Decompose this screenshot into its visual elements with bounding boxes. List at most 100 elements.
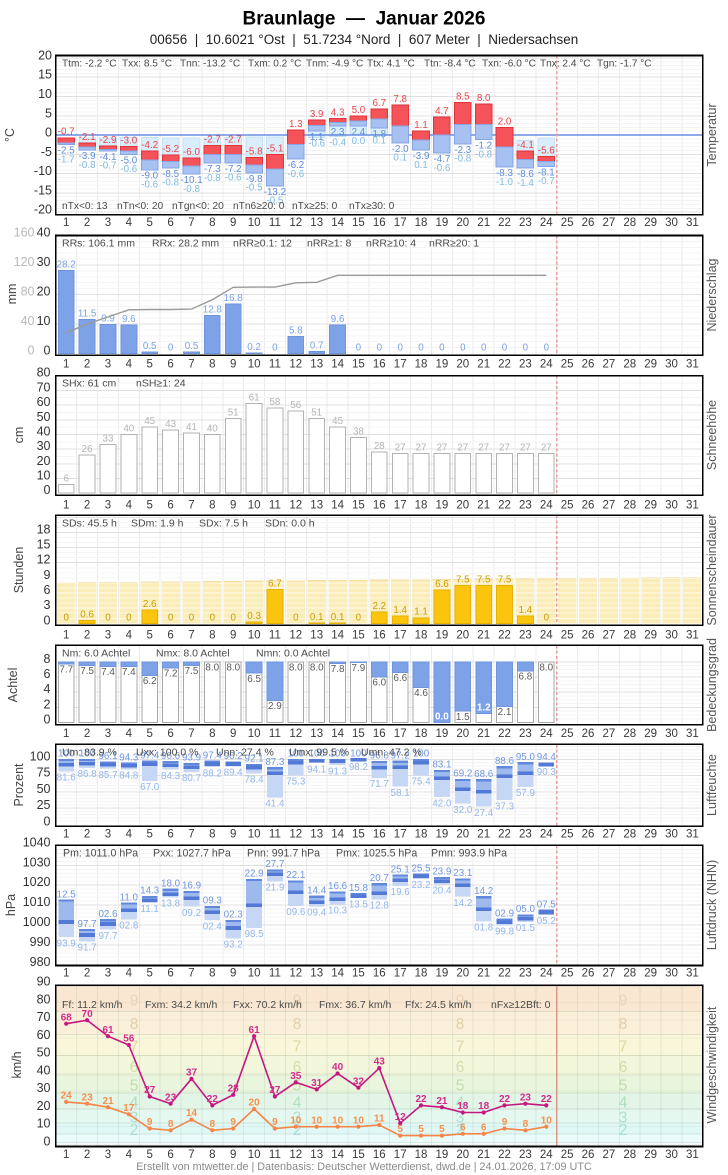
svg-text:20: 20 — [37, 454, 51, 468]
svg-text:100: 100 — [309, 749, 326, 760]
svg-text:0: 0 — [105, 612, 111, 623]
svg-text:70: 70 — [82, 1009, 94, 1020]
svg-text:58.1: 58.1 — [391, 788, 410, 799]
svg-text:15: 15 — [352, 968, 365, 980]
svg-text:6.6: 6.6 — [435, 579, 449, 590]
svg-text:9: 9 — [230, 1117, 236, 1128]
svg-text:Txn: -6.0 °C: Txn: -6.0 °C — [482, 59, 536, 70]
svg-text:18: 18 — [457, 1101, 469, 1112]
svg-text:15: 15 — [352, 500, 365, 512]
svg-text:0: 0 — [168, 612, 174, 623]
svg-text:02.4: 02.4 — [203, 921, 223, 932]
svg-text:29: 29 — [644, 500, 657, 512]
svg-text:8.5: 8.5 — [456, 91, 470, 102]
svg-text:96.8: 96.8 — [370, 751, 390, 762]
svg-text:16.9: 16.9 — [182, 881, 201, 892]
svg-text:5: 5 — [146, 500, 152, 512]
svg-text:11: 11 — [269, 728, 281, 740]
svg-text:21: 21 — [477, 968, 490, 980]
svg-text:43: 43 — [165, 419, 176, 430]
svg-text:Stunden: Stunden — [12, 547, 26, 594]
svg-text:Unn: 27.4 %: Unn: 27.4 % — [216, 747, 274, 759]
svg-text:31: 31 — [686, 359, 699, 371]
svg-text:12: 12 — [289, 829, 302, 841]
svg-text:25: 25 — [561, 217, 574, 229]
svg-text:31: 31 — [686, 500, 699, 512]
svg-text:0.1: 0.1 — [372, 136, 386, 147]
svg-text:12: 12 — [289, 359, 302, 371]
svg-text:6.6: 6.6 — [393, 673, 407, 684]
svg-text:10: 10 — [37, 1117, 51, 1131]
svg-text:24: 24 — [540, 630, 553, 642]
svg-text:28: 28 — [623, 500, 636, 512]
svg-text:26: 26 — [582, 359, 595, 371]
svg-text:0.2: 0.2 — [247, 342, 261, 353]
svg-text:Prozent: Prozent — [12, 763, 26, 807]
svg-text:nSH≥1: 24: nSH≥1: 24 — [136, 378, 186, 390]
svg-text:1.1: 1.1 — [310, 132, 324, 143]
svg-text:9: 9 — [230, 1149, 236, 1161]
svg-text:5: 5 — [45, 106, 52, 120]
svg-text:20: 20 — [249, 1098, 261, 1109]
svg-text:5.8: 5.8 — [289, 325, 303, 336]
svg-text:31: 31 — [311, 1078, 323, 1089]
svg-text:RRs: 106.1 mm: RRs: 106.1 mm — [62, 238, 135, 250]
svg-text:Txx: 8.5 °C: Txx: 8.5 °C — [122, 59, 172, 70]
svg-text:22: 22 — [415, 1094, 427, 1105]
svg-text:12: 12 — [395, 1112, 407, 1123]
svg-text:7: 7 — [188, 217, 194, 229]
svg-text:-8.3: -8.3 — [496, 168, 513, 179]
svg-text:30: 30 — [37, 439, 51, 453]
svg-text:40: 40 — [332, 1062, 344, 1073]
svg-text:8.0: 8.0 — [477, 93, 491, 104]
svg-text:100: 100 — [58, 749, 75, 760]
svg-text:17: 17 — [394, 217, 407, 229]
svg-text:95.0: 95.0 — [516, 752, 536, 763]
svg-text:19: 19 — [436, 968, 449, 980]
svg-text:Ttm: -2.2 °C: Ttm: -2.2 °C — [62, 59, 117, 70]
svg-text:-0.8: -0.8 — [183, 184, 200, 195]
svg-text:nRR≥0.1: 12: nRR≥0.1: 12 — [233, 238, 292, 250]
svg-text:0: 0 — [63, 612, 69, 623]
svg-text:16: 16 — [373, 829, 386, 841]
svg-text:25: 25 — [561, 728, 574, 740]
svg-text:Ttx: 4.1 °C: Ttx: 4.1 °C — [367, 59, 415, 70]
svg-text:5: 5 — [146, 728, 152, 740]
svg-text:Achtel: Achtel — [6, 668, 20, 703]
svg-text:1: 1 — [63, 968, 69, 980]
svg-text:20: 20 — [456, 500, 469, 512]
svg-text:0: 0 — [45, 126, 52, 140]
svg-text:69.2: 69.2 — [453, 769, 472, 780]
svg-text:-2.9: -2.9 — [100, 135, 117, 146]
svg-text:9: 9 — [230, 359, 236, 371]
svg-text:8.0: 8.0 — [205, 662, 219, 673]
svg-text:5: 5 — [130, 1078, 139, 1095]
svg-text:10.3: 10.3 — [328, 906, 348, 917]
svg-text:11: 11 — [269, 500, 281, 512]
svg-text:19: 19 — [436, 217, 449, 229]
svg-text:14: 14 — [331, 968, 344, 980]
svg-text:23: 23 — [165, 1092, 177, 1103]
svg-text:Tnm: -4.9 °C: Tnm: -4.9 °C — [306, 59, 363, 70]
svg-text:11: 11 — [269, 217, 281, 229]
svg-text:40: 40 — [123, 423, 134, 434]
svg-text:2.0: 2.0 — [498, 116, 512, 127]
svg-text:0.5: 0.5 — [185, 341, 199, 352]
svg-text:97.4: 97.4 — [203, 750, 223, 761]
svg-text:23: 23 — [519, 217, 532, 229]
svg-text:37.3: 37.3 — [495, 801, 515, 812]
svg-text:11: 11 — [269, 829, 281, 841]
svg-text:27: 27 — [436, 443, 447, 454]
svg-text:7: 7 — [188, 728, 194, 740]
svg-text:37: 37 — [186, 1067, 198, 1078]
svg-text:26: 26 — [82, 444, 93, 455]
svg-text:-2.1: -2.1 — [79, 132, 96, 143]
svg-text:17: 17 — [394, 630, 407, 642]
svg-text:10: 10 — [37, 469, 51, 483]
svg-text:0: 0 — [126, 612, 132, 623]
svg-text:23: 23 — [82, 1092, 94, 1103]
svg-text:8: 8 — [130, 1016, 139, 1033]
svg-text:68: 68 — [61, 1012, 73, 1023]
svg-text:-0.7: -0.7 — [58, 127, 75, 138]
svg-text:09.3: 09.3 — [203, 896, 223, 907]
